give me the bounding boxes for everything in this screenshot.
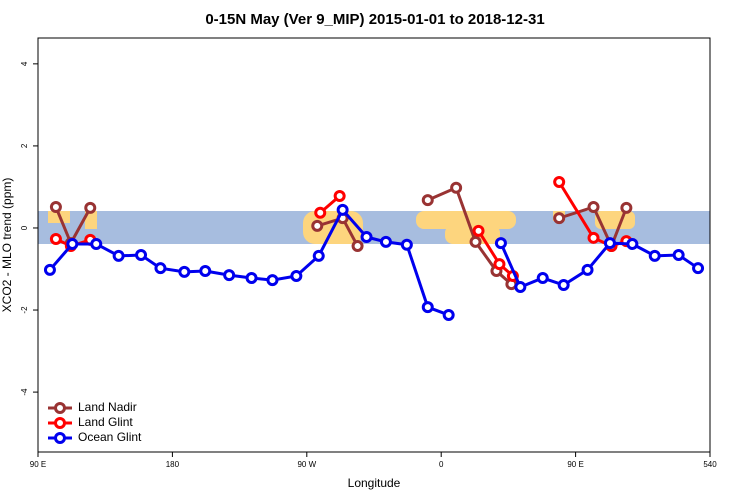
data-point — [245, 272, 258, 285]
y-tick-label: -2 — [20, 306, 29, 314]
data-point — [493, 258, 506, 271]
data-point — [472, 224, 485, 237]
data-point — [49, 233, 62, 246]
data-point — [553, 212, 566, 225]
data-point — [672, 249, 685, 262]
data-point — [587, 201, 600, 214]
data-point — [557, 279, 570, 292]
data-point — [66, 237, 79, 250]
data-point — [360, 230, 373, 243]
x-tick-label: 90 E — [567, 460, 583, 469]
data-point — [648, 249, 661, 262]
data-point — [692, 262, 705, 275]
data-point — [620, 201, 633, 214]
data-point — [379, 235, 392, 248]
data-point — [514, 281, 527, 294]
y-tick-label: 4 — [20, 61, 29, 66]
legend-label: Ocean Glint — [78, 430, 142, 444]
y-tick-label: 2 — [20, 143, 29, 148]
legend-marker — [54, 402, 66, 414]
data-point — [199, 265, 212, 278]
x-axis-title: Longitude — [348, 476, 401, 490]
data-point — [290, 269, 303, 282]
data-point — [421, 301, 434, 314]
x-tick-label: 180 — [166, 460, 180, 469]
data-point — [223, 269, 236, 282]
x-tick-label: 540 — [703, 460, 717, 469]
data-point — [494, 237, 507, 250]
plot-frame — [37, 37, 711, 453]
data-point — [49, 201, 62, 214]
legend-label: Land Nadir — [78, 400, 137, 414]
data-point — [469, 235, 482, 248]
x-tick-label: 90 E — [30, 460, 46, 469]
data-point — [603, 237, 616, 250]
x-tick-label: 0 — [439, 460, 444, 469]
data-point — [312, 249, 325, 262]
y-tick-label: 0 — [20, 225, 29, 230]
data-point — [336, 203, 349, 216]
legend-marker — [54, 417, 66, 429]
data-point — [314, 206, 327, 219]
y-axis-title: XCO2 - MLO trend (ppm) — [0, 178, 14, 313]
data-point — [421, 194, 434, 207]
data-point — [135, 249, 148, 262]
data-point — [400, 238, 413, 251]
data-point — [84, 201, 97, 214]
data-point — [553, 176, 566, 189]
data-point — [112, 249, 125, 262]
legend-label: Land Glint — [78, 415, 133, 429]
data-point — [626, 237, 639, 250]
y-tick-label: -4 — [20, 388, 29, 396]
data-point — [536, 272, 549, 285]
data-point — [333, 189, 346, 202]
data-point — [266, 274, 279, 287]
data-point — [581, 263, 594, 276]
data-point — [311, 219, 324, 232]
x-tick-label: 90 W — [297, 460, 316, 469]
data-point — [587, 231, 600, 244]
data-point — [90, 237, 103, 250]
data-point — [442, 308, 455, 321]
data-point — [450, 181, 463, 194]
data-point — [178, 265, 191, 278]
chart-title: 0-15N May (Ver 9_MIP) 2015-01-01 to 2018… — [205, 11, 544, 28]
data-point — [154, 262, 167, 275]
data-point — [43, 263, 56, 276]
data-point — [351, 240, 364, 253]
legend-marker — [54, 432, 66, 444]
